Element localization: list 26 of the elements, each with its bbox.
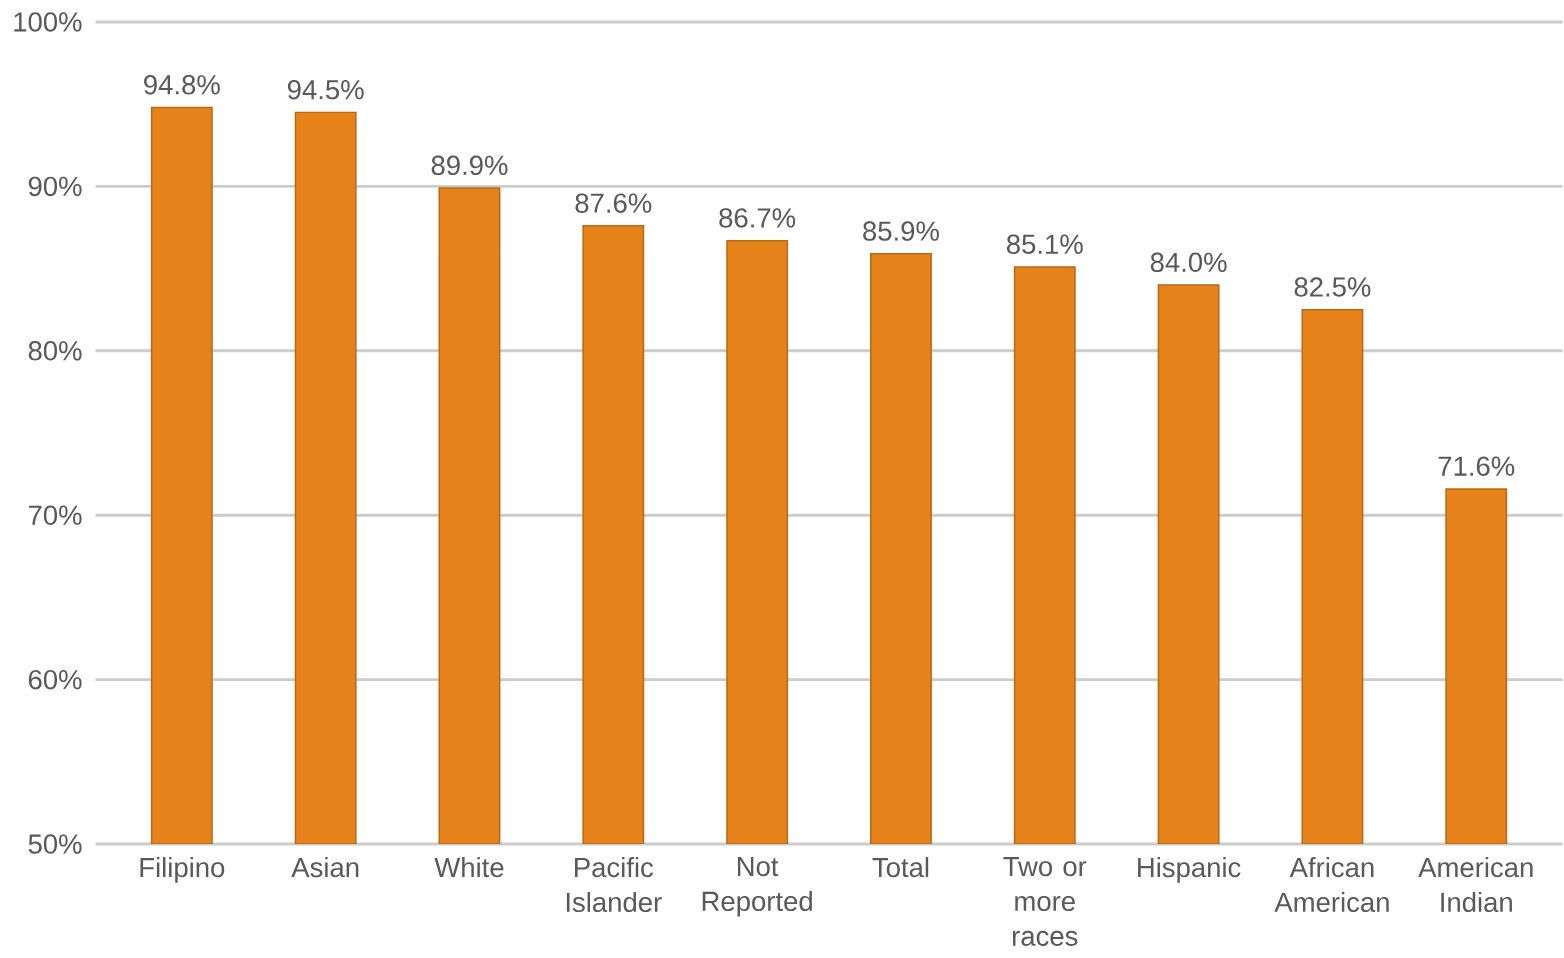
y-tick-label: 50% xyxy=(28,834,82,854)
data-label: 86.7% xyxy=(719,208,796,228)
x-tick-label: Hispanic xyxy=(1138,857,1241,883)
x-tick-label: Filipino xyxy=(140,857,225,883)
data-label: 94.8% xyxy=(144,74,220,95)
data-label: 71.6% xyxy=(1438,456,1515,476)
data-label: 84.0% xyxy=(1150,252,1227,273)
data-label: 94.5% xyxy=(287,79,364,100)
x-tick-label: African American xyxy=(1274,857,1389,913)
x-tick-label: Pacific Islander xyxy=(566,857,662,913)
x-tick-label: Not Reported xyxy=(702,856,812,917)
x-tick-label: American Indian xyxy=(1418,857,1533,913)
y-tick-label: 100% xyxy=(14,12,82,32)
y-tick-label: 90% xyxy=(28,176,82,197)
data-label: 87.6% xyxy=(575,193,652,213)
y-tick-label: 80% xyxy=(28,340,82,361)
data-label: 85.9% xyxy=(863,221,939,241)
data-label: 89.9% xyxy=(431,155,508,176)
y-tick-label: 60% xyxy=(28,669,82,690)
x-tick-label: Two or more races xyxy=(1003,856,1087,946)
data-label: 82.5% xyxy=(1294,277,1371,297)
data-label: 85.1% xyxy=(1006,234,1083,254)
y-tick-label: 70% xyxy=(28,505,82,525)
x-tick-label: Asian xyxy=(291,857,359,878)
x-tick-label: Total xyxy=(872,857,929,878)
x-tick-label: White xyxy=(434,857,504,878)
